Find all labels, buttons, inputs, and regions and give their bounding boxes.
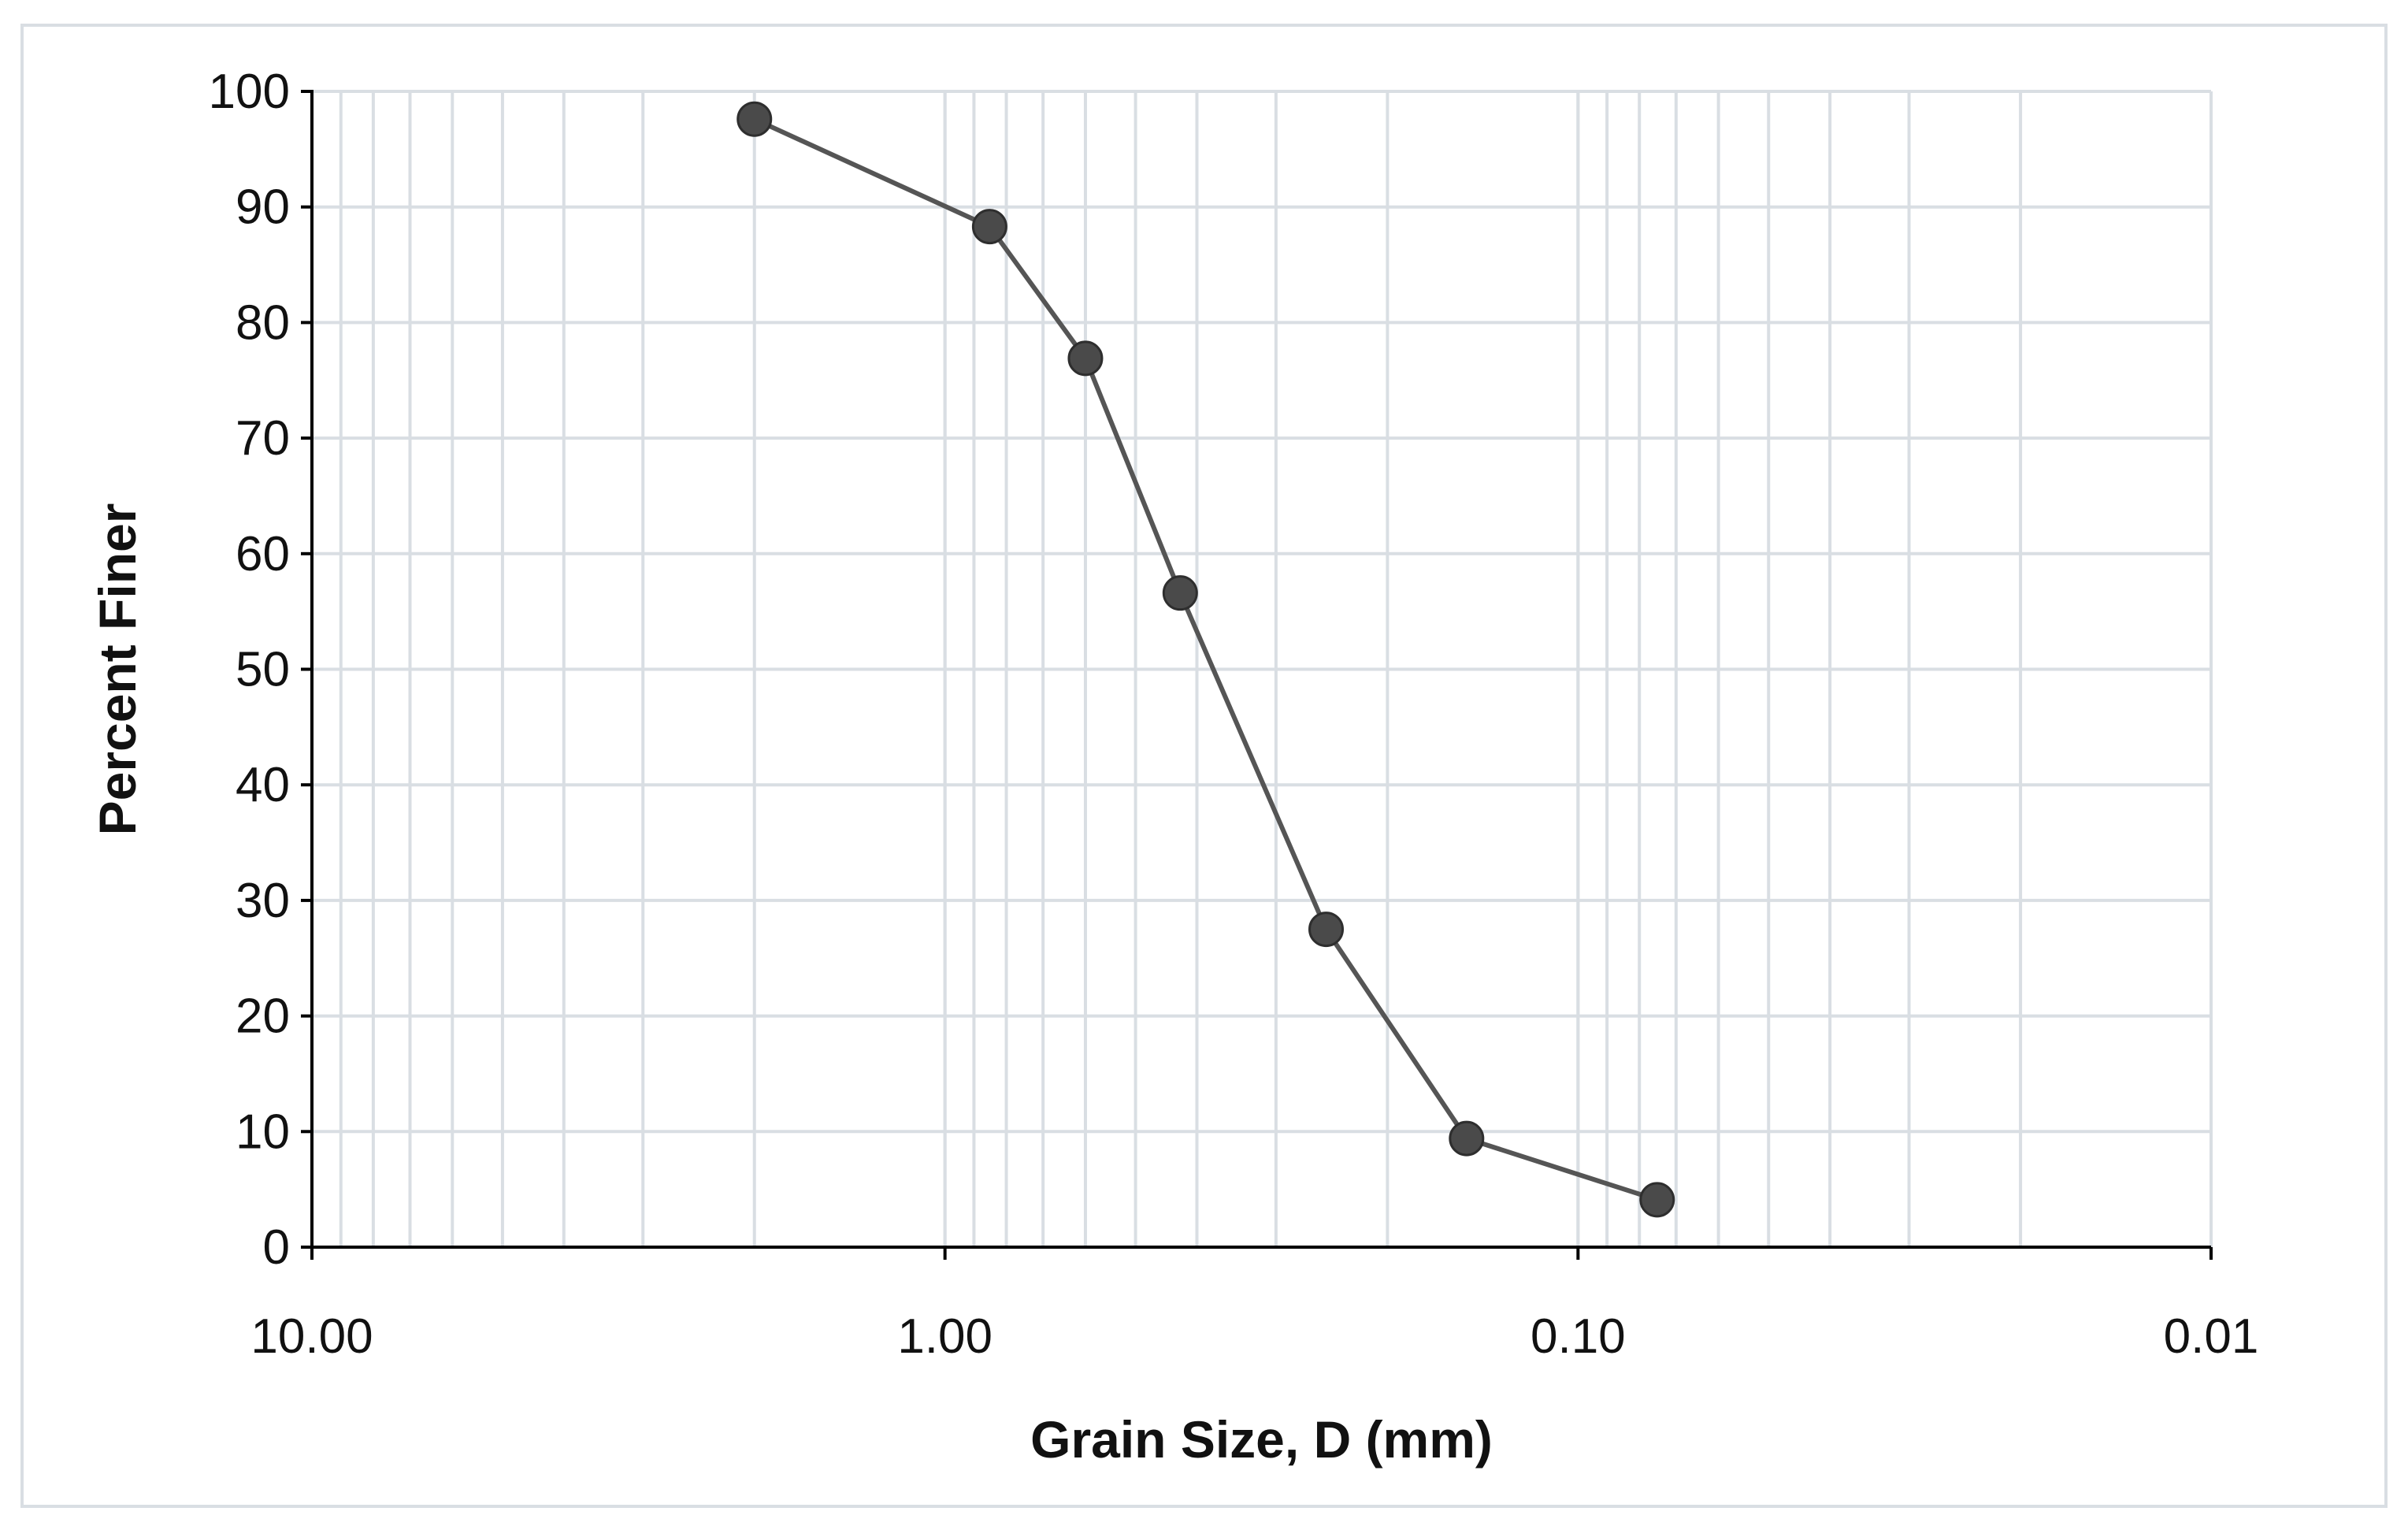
series-line [753, 117, 1658, 1202]
y-tick-label: 70 [236, 411, 290, 466]
tick-labels: 0 10 20 30 40 50 60 70 80 90 100 10.00 1.00 0.10 0.01 [209, 65, 2259, 1364]
data-point [1067, 340, 1104, 377]
y-tick-label: 60 [236, 527, 290, 581]
y-tick-label: 0 [263, 1220, 290, 1275]
axes [301, 90, 2213, 1260]
data-point [1639, 1182, 1675, 1218]
y-tick-label: 90 [236, 180, 290, 235]
data-point [1449, 1120, 1485, 1157]
x-tick-label: 10.00 [250, 1309, 373, 1364]
data-point [1308, 912, 1345, 948]
y-tick-label: 20 [236, 990, 290, 1044]
y-tick-label: 10 [236, 1105, 290, 1159]
x-tick-label: 0.01 [2164, 1309, 2259, 1364]
y-tick-label: 30 [236, 874, 290, 928]
data-point [1162, 575, 1198, 611]
y-axis-title: Percent Finer [88, 503, 147, 836]
y-tick-label: 50 [236, 643, 290, 697]
data-series [736, 101, 1675, 1218]
y-tick-label: 100 [209, 65, 290, 119]
x-axis-title: Grain Size, D (mm) [1030, 1410, 1493, 1469]
grid-lines [310, 90, 2213, 1247]
y-tick-label: 40 [236, 758, 290, 812]
data-point [736, 101, 773, 137]
data-point [971, 209, 1007, 245]
x-tick-label: 0.10 [1531, 1309, 1626, 1364]
x-tick-label: 1.00 [897, 1309, 993, 1364]
chart-frame [20, 24, 2388, 1508]
y-tick-label: 80 [236, 295, 290, 350]
